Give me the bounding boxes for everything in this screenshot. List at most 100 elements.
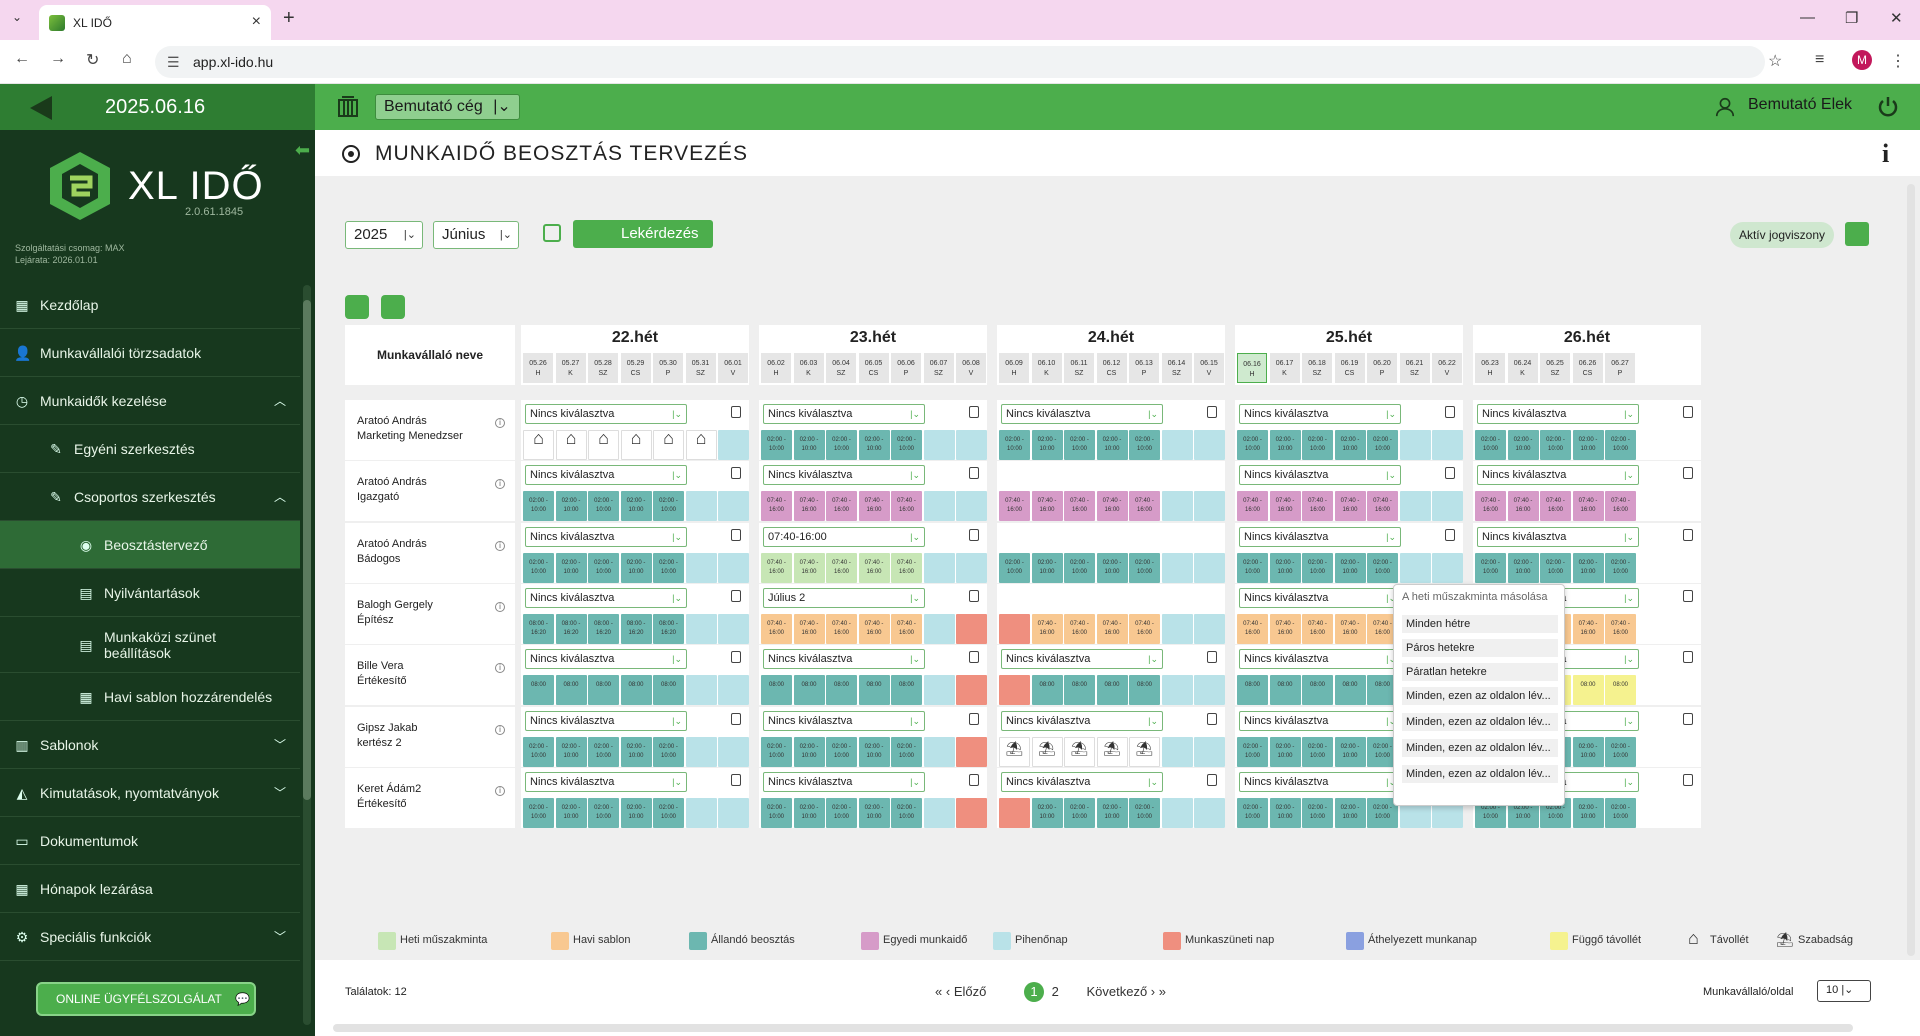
more-menu-icon[interactable]: ⋮ (1890, 53, 1906, 70)
schedule-cell[interactable]: 07:40 - 16:00 (1269, 613, 1301, 644)
copy-icon[interactable] (1683, 589, 1693, 602)
weekly-pattern-select[interactable]: Nincs kiválasztva |⌄ (1239, 710, 1401, 731)
weekly-pattern-select[interactable]: Nincs kiválasztva |⌄ (525, 710, 687, 731)
schedule-cell[interactable]: 08:00 (826, 675, 857, 706)
beach-icon[interactable]: ⛱ (999, 736, 1030, 767)
sidebar-item-csoportos[interactable]: ✎ Csoportos szerkesztés ︿ (0, 473, 300, 521)
schedule-cell[interactable] (1194, 552, 1225, 583)
schedule-cell[interactable]: 02:00 - 10:00 (1096, 552, 1128, 583)
prev-page-icon[interactable]: ‹ (945, 984, 951, 999)
weekly-pattern-select[interactable]: Nincs kiválasztva |⌄ (1001, 404, 1163, 424)
prev-page-link[interactable]: Előző (953, 984, 987, 999)
schedule-cell[interactable]: 02:00 - 10:00 (1302, 797, 1333, 828)
vertical-scrollbar[interactable] (1907, 184, 1915, 956)
schedule-cell[interactable]: 02:00 - 10:00 (1031, 430, 1063, 460)
schedule-cell[interactable]: 08:00 (523, 675, 554, 706)
copy-icon[interactable] (731, 467, 741, 480)
copy-icon[interactable] (969, 651, 979, 664)
schedule-cell[interactable] (685, 736, 717, 767)
schedule-cell[interactable]: 02:00 - 10:00 (1031, 797, 1063, 828)
schedule-cell[interactable]: 07:40 - 16:00 (1572, 613, 1604, 644)
schedule-cell[interactable] (999, 613, 1030, 644)
schedule-cell[interactable]: 07:40 - 16:00 (761, 552, 792, 583)
schedule-cell[interactable]: 02:00 - 10:00 (1096, 430, 1128, 460)
schedule-cell[interactable]: 02:00 - 10:00 (761, 736, 792, 767)
weekly-pattern-select[interactable]: Nincs kiválasztva |⌄ (763, 465, 925, 486)
year-select[interactable]: 2025 |⌄ (345, 221, 423, 249)
schedule-cell[interactable] (718, 491, 749, 522)
schedule-cell[interactable]: 02:00 - 10:00 (761, 797, 792, 828)
weekly-pattern-select[interactable]: Nincs kiválasztva |⌄ (525, 771, 687, 792)
schedule-cell[interactable]: 02:00 - 10:00 (523, 736, 554, 767)
schedule-cell[interactable]: 08:00 - 16:20 (588, 613, 619, 644)
schedule-cell[interactable]: 07:40 - 16:00 (1096, 613, 1128, 644)
menu-item[interactable]: Páros hetekre (1402, 639, 1558, 657)
query-button[interactable]: Lekérdezés (573, 220, 713, 248)
schedule-cell[interactable]: 02:00 - 10:00 (999, 552, 1030, 583)
schedule-cell[interactable]: 07:40 - 16:00 (761, 613, 792, 644)
schedule-cell[interactable]: 08:00 (1096, 675, 1128, 706)
schedule-cell[interactable] (999, 797, 1030, 828)
sidebar-item-kezdolap[interactable]: ▦ Kezdőlap (0, 281, 300, 329)
employee-info-icon[interactable]: i (495, 418, 505, 428)
schedule-cell[interactable]: 02:00 - 10:00 (1540, 552, 1571, 583)
schedule-cell[interactable]: 08:00 (1572, 675, 1604, 706)
profile-avatar[interactable]: M (1852, 50, 1872, 70)
schedule-cell[interactable]: 02:00 - 10:00 (1096, 797, 1128, 828)
schedule-cell[interactable]: 02:00 - 10:00 (620, 491, 652, 522)
schedule-cell[interactable]: 02:00 - 10:00 (588, 797, 619, 828)
schedule-cell[interactable]: 02:00 - 10:00 (653, 552, 684, 583)
schedule-cell[interactable]: 07:40 - 16:00 (891, 552, 922, 583)
schedule-cell[interactable]: 07:40 - 16:00 (826, 491, 857, 522)
schedule-cell[interactable]: 07:40 - 16:00 (1572, 491, 1604, 522)
weekly-pattern-select[interactable]: 07:40-16:00 |⌄ (763, 526, 925, 547)
page-1-button[interactable]: 1 (1023, 982, 1044, 1002)
beach-icon[interactable]: ⛱ (1064, 736, 1095, 767)
employee-info-icon[interactable]: i (495, 479, 505, 490)
schedule-cell[interactable]: 07:40 - 16:00 (1605, 613, 1636, 644)
tab-list-icon[interactable]: ⌄ (12, 10, 23, 24)
next-page-icon[interactable]: › (1150, 984, 1156, 999)
schedule-cell[interactable]: 07:40 - 16:00 (1269, 491, 1301, 522)
schedule-cell[interactable] (923, 613, 955, 644)
schedule-cell[interactable]: 02:00 - 10:00 (1367, 736, 1398, 767)
schedule-cell[interactable] (1399, 430, 1431, 460)
weekly-pattern-select[interactable]: Nincs kiválasztva |⌄ (1477, 404, 1639, 424)
bookmark-star-icon[interactable]: ☆ (1768, 53, 1783, 70)
schedule-cell[interactable]: 02:00 - 10:00 (858, 797, 890, 828)
schedule-cell[interactable]: 07:40 - 16:00 (1605, 491, 1636, 522)
schedule-cell[interactable]: 08:00 (891, 675, 922, 706)
schedule-cell[interactable]: 02:00 - 10:00 (1334, 430, 1366, 460)
schedule-cell[interactable] (1161, 552, 1193, 583)
sidebar-item-lezaras[interactable]: ▦ Hónapok lezárása (0, 865, 300, 913)
employee-info-icon[interactable]: i (495, 663, 505, 674)
schedule-cell[interactable]: 07:40 - 16:00 (1367, 613, 1398, 644)
reload-icon[interactable]: ↻ (86, 52, 100, 69)
schedule-cell[interactable] (956, 430, 987, 460)
copy-icon[interactable] (969, 528, 979, 541)
schedule-cell[interactable]: 08:00 (1031, 675, 1063, 706)
schedule-cell[interactable]: 08:00 (1269, 675, 1301, 706)
schedule-cell[interactable]: 02:00 - 10:00 (1605, 736, 1636, 767)
weekly-pattern-select[interactable]: Nincs kiválasztva |⌄ (763, 771, 925, 792)
schedule-cell[interactable]: 02:00 - 10:00 (793, 736, 825, 767)
weekly-pattern-select[interactable]: Nincs kiválasztva |⌄ (1239, 526, 1401, 547)
schedule-cell[interactable] (685, 491, 717, 522)
schedule-cell[interactable]: 02:00 - 10:00 (793, 797, 825, 828)
schedule-cell[interactable]: 02:00 - 10:00 (793, 430, 825, 460)
schedule-cell[interactable]: 08:00 (1129, 675, 1160, 706)
schedule-cell[interactable] (1161, 613, 1193, 644)
copy-icon[interactable] (1445, 528, 1455, 541)
copy-icon[interactable] (731, 589, 741, 602)
copy-icon[interactable] (1445, 467, 1455, 480)
browser-tab[interactable]: XL IDŐ × (39, 5, 271, 40)
weekly-pattern-select[interactable]: Nincs kiválasztva |⌄ (525, 465, 687, 486)
schedule-cell[interactable]: 07:40 - 16:00 (858, 491, 890, 522)
schedule-cell[interactable]: 02:00 - 10:00 (1367, 552, 1398, 583)
weekly-pattern-select[interactable]: Nincs kiválasztva |⌄ (763, 404, 925, 424)
horizontal-scrollbar[interactable] (333, 1024, 1853, 1032)
employee-info-icon[interactable]: i (495, 540, 505, 551)
weekly-pattern-select[interactable]: Nincs kiválasztva |⌄ (763, 649, 925, 670)
schedule-cell[interactable]: 02:00 - 10:00 (1269, 797, 1301, 828)
schedule-cell[interactable]: 08:00 (1605, 675, 1636, 706)
